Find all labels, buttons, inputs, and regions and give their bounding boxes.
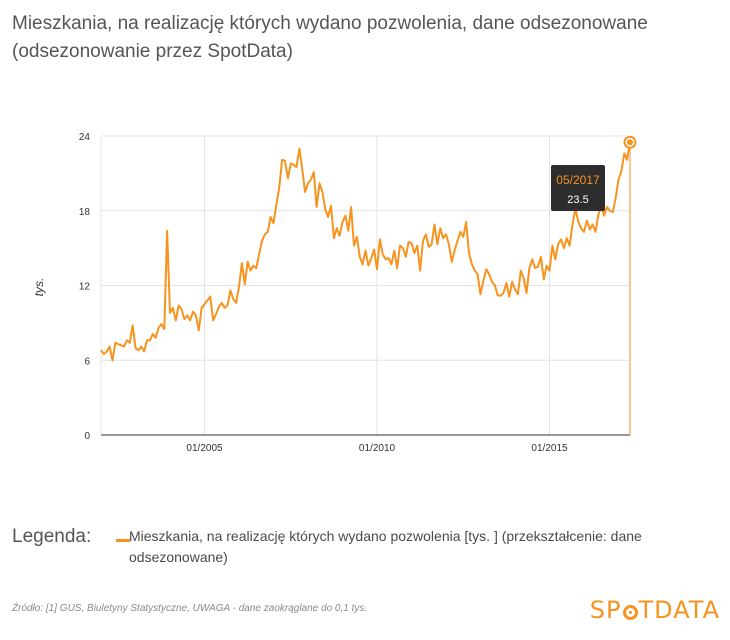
y-tick-label: 0 [84, 431, 90, 442]
chart-title-line1: Mieszkania, na realizację których wydano… [12, 13, 648, 34]
series-group [100, 135, 637, 435]
tooltip-value: 23.5 [567, 194, 588, 206]
legend-series-text[interactable]: Mieszkania, na realizację których wydano… [129, 528, 642, 565]
series-line [100, 142, 631, 362]
tooltip-box [551, 165, 605, 211]
tooltip-date: 05/2017 [556, 173, 600, 187]
brand-left: SP [589, 596, 622, 624]
legend-label: Legenda: [12, 526, 92, 547]
y-tick-label: 12 [79, 282, 91, 293]
y-axis-label: tys. [32, 278, 46, 297]
chart-svg: 0 6 12 18 24 01/2005 01/2010 01/2015 tys. 05/2… [32, 132, 637, 454]
source-note: Źródło: [1] GUS, Biuletyny Statystyczne,… [12, 603, 368, 614]
y-tick-label: 6 [84, 356, 90, 367]
spotdata-logo: SP TDATA [590, 596, 720, 624]
y-tick-label: 24 [79, 132, 91, 143]
highlight-point[interactable] [627, 139, 633, 146]
x-tick-label: 01/2010 [359, 443, 396, 454]
x-tick-labels: 01/2005 01/2010 01/2015 [186, 443, 568, 454]
chart-title-line2: (odsezonowanie przez SpotData) [12, 41, 293, 62]
y-tick-label: 18 [79, 207, 91, 218]
brand-right: TDATA [638, 596, 720, 624]
legend-swatch [116, 539, 130, 542]
x-tick-label: 01/2015 [531, 443, 568, 454]
chart-grid [100, 135, 630, 436]
tooltip: 05/2017 23.5 [551, 165, 605, 211]
logo-dot-icon [622, 605, 638, 620]
chart-title: Mieszkania, na realizację których wydano… [12, 10, 712, 66]
y-tick-labels: 0 6 12 18 24 [79, 132, 91, 442]
x-tick-label: 01/2005 [186, 443, 223, 454]
